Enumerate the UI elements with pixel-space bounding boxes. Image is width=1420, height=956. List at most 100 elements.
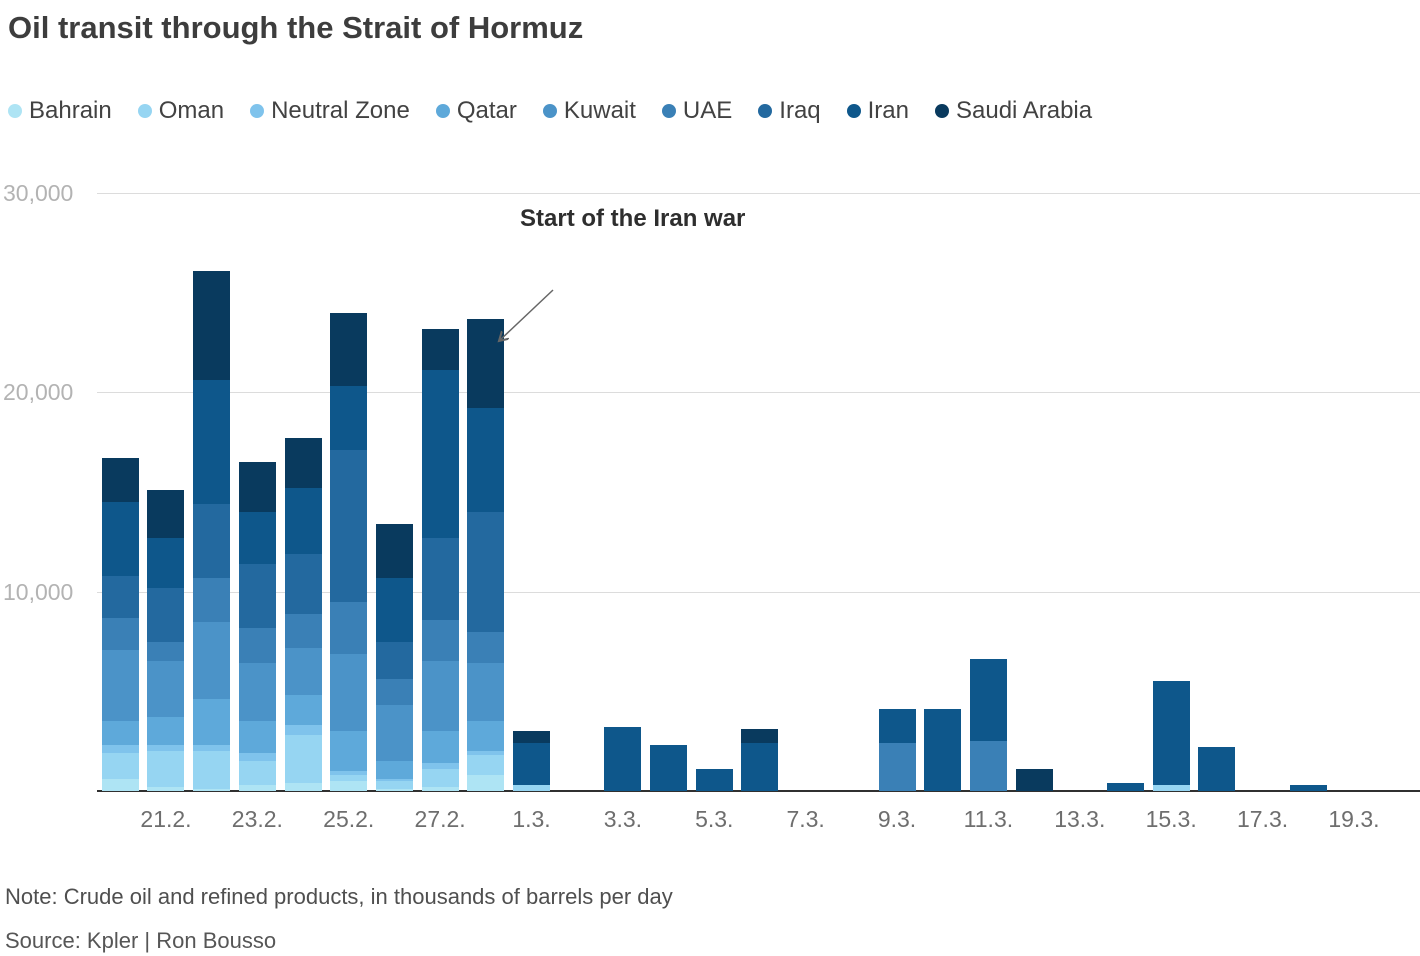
- bar-segment-saudi-arabia: [467, 318, 505, 409]
- legend-label: Saudi Arabia: [956, 97, 1093, 124]
- bar-segment-uae: [238, 627, 276, 664]
- bar-segment-iran: [878, 709, 916, 744]
- bar-segment-iraq: [147, 587, 185, 642]
- legend-item-iran: Iran: [846, 97, 909, 125]
- bar-segment-iran: [924, 709, 962, 791]
- bar-segment-iran: [467, 408, 505, 512]
- bar-segment-uae: [284, 613, 322, 648]
- bar-segment-oman: [193, 751, 231, 790]
- bar-segment-neutral-zone: [467, 751, 505, 756]
- bar-segment-iran: [741, 743, 779, 791]
- x-tick-label: 7.3.: [786, 806, 825, 832]
- bar-segment-qatar: [147, 717, 185, 746]
- legend-label: Bahrain: [29, 97, 112, 124]
- bar-segment-iran: [695, 769, 733, 791]
- bar-segment-iran: [330, 386, 368, 451]
- annotation-label: Start of the Iran war: [520, 205, 746, 232]
- legend-item-uae: UAE: [661, 97, 732, 125]
- bar-segment-neutral-zone: [421, 763, 459, 770]
- bar-segment-iran: [969, 659, 1007, 742]
- bar-segment-kuwait: [421, 661, 459, 732]
- bar-4.3.: [650, 745, 688, 791]
- bar-23.2.: [238, 462, 276, 791]
- bar-segment-qatar: [421, 731, 459, 764]
- bar-segment-iraq: [238, 563, 276, 628]
- bar-segment-iran: [284, 488, 322, 554]
- x-axis-line: [97, 790, 1420, 792]
- legend-item-saudi-arabia: Saudi Arabia: [935, 97, 1092, 125]
- bar-segment-kuwait: [284, 647, 322, 696]
- bar-segment-iran: [375, 577, 413, 642]
- bar-1.3.: [513, 731, 550, 791]
- bar-segment-qatar: [101, 721, 139, 746]
- legend-dot-icon: [542, 104, 557, 118]
- bar-segment-saudi-arabia: [147, 490, 185, 538]
- y-tick-label: 20,000: [3, 379, 74, 406]
- bar-26.2.: [375, 523, 413, 791]
- bar-segment-saudi-arabia: [193, 270, 231, 381]
- x-tick-label: 25.2.: [323, 806, 375, 832]
- legend-item-neutral-zone: Neutral Zone: [250, 97, 410, 125]
- bar-segment-qatar: [284, 695, 322, 726]
- bar-segment-oman: [238, 761, 276, 786]
- y-tick-label: 30,000: [3, 180, 74, 206]
- bar-segment-neutral-zone: [101, 745, 139, 754]
- bar-segment-neutral-zone: [238, 753, 276, 762]
- legend-label: Oman: [158, 97, 225, 124]
- bar-12.3.: [1015, 769, 1053, 791]
- bar-segment-iraq: [421, 537, 459, 620]
- bar-segment-kuwait: [375, 705, 413, 762]
- bar-segment-uae: [421, 619, 459, 662]
- bar-segment-oman: [147, 751, 185, 788]
- legend-dot-icon: [8, 104, 22, 118]
- bar-21.2.: [147, 490, 185, 791]
- bar-segment-iran: [1198, 747, 1236, 791]
- bar-segment-oman: [421, 769, 459, 788]
- bar-segment-saudi-arabia: [101, 458, 139, 503]
- legend-dot-icon: [758, 104, 773, 118]
- bar-segment-qatar: [467, 721, 505, 752]
- note-text: Note: Crude oil and refined products, in…: [5, 884, 673, 909]
- x-tick-label: 5.3.: [695, 806, 734, 832]
- bar-segment-neutral-zone: [147, 745, 185, 752]
- page-title: Oil transit through the Strait of Hormuz: [8, 10, 584, 45]
- x-tick-label: 15.3.: [1145, 806, 1197, 832]
- bar-segment-uae: [193, 577, 231, 622]
- bar-28.2.: [467, 318, 505, 791]
- bar-segment-uae: [878, 743, 916, 791]
- bar-10.3.: [924, 709, 962, 791]
- bar-segment-uae: [467, 631, 505, 664]
- bar-segment-iran: [101, 502, 139, 576]
- bar-segment-qatar: [375, 761, 413, 780]
- bar-3.3.: [604, 727, 642, 791]
- bar-22.2.: [193, 270, 231, 791]
- bar-segment-bahrain: [193, 789, 231, 791]
- bar-segment-iran: [513, 743, 550, 786]
- bar-segment-saudi-arabia: [238, 462, 276, 512]
- x-tick-label: 23.2.: [231, 806, 283, 832]
- bar-segment-kuwait: [467, 663, 505, 722]
- legend-label: Neutral Zone: [271, 97, 410, 124]
- legend-item-qatar: Qatar: [435, 97, 517, 125]
- bar-5.3.: [695, 769, 733, 791]
- bar-segment-oman: [375, 781, 413, 790]
- legend-item-oman: Oman: [137, 97, 225, 125]
- legend-dot-icon: [846, 104, 861, 118]
- bar-segment-saudi-arabia: [421, 328, 459, 371]
- bar-24.2.: [284, 438, 322, 791]
- legend: Bahrain Oman Neutral Zone Qatar Kuwait UAE Ira…: [8, 97, 1092, 125]
- bar-segment-bahrain: [147, 787, 185, 791]
- bar-segment-uae: [147, 641, 185, 662]
- bar-segment-oman: [1152, 785, 1190, 791]
- legend-dot-icon: [935, 104, 949, 118]
- bar-segment-uae: [330, 601, 368, 654]
- gridline-20000: [97, 392, 1420, 394]
- bar-segment-bahrain: [421, 787, 459, 791]
- bar-segment-kuwait: [330, 653, 368, 732]
- y-tick-label: 10,000: [3, 578, 74, 605]
- bar-segment-iran: [604, 727, 642, 791]
- gridline-30000: [97, 193, 1420, 194]
- bar-segment-iran: [1106, 783, 1144, 791]
- bar-segment-uae: [969, 741, 1007, 791]
